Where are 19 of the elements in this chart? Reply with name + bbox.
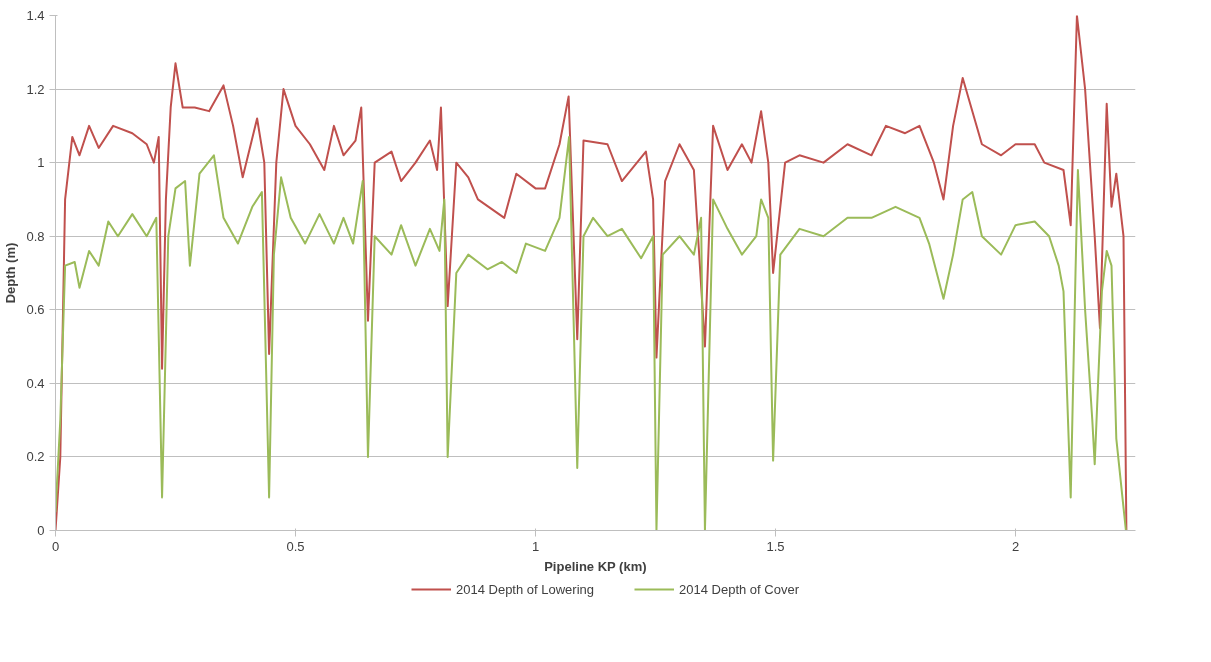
y-tick-label: 0 [37, 523, 45, 538]
line-series [55, 135, 1127, 531]
y-tick-label: 0.2 [26, 449, 45, 465]
x-axis-title: Pipeline KP (km) [544, 558, 647, 574]
x-tick-label: 0.5 [286, 538, 305, 554]
y-tick-label: 1.4 [26, 8, 45, 23]
y-axis-title: Depth (m) [3, 242, 19, 304]
legend-label: 2014 Depth of Cover [679, 581, 799, 597]
y-tick-label: 0.4 [26, 375, 45, 391]
y-tick-label: 0.6 [26, 302, 45, 318]
x-tick-label: 1 [531, 538, 540, 554]
legend-label: 2014 Depth of Lowering [455, 581, 595, 597]
y-tick-label: 1.2 [26, 81, 45, 97]
x-tick-label: 0 [51, 538, 60, 554]
x-tick-label: 1.5 [766, 538, 785, 554]
line-series [55, 15, 1128, 531]
x-tick-label: 2 [1011, 538, 1020, 554]
y-tick-label: 1 [37, 155, 45, 171]
y-tick-label: 0.8 [26, 228, 45, 244]
